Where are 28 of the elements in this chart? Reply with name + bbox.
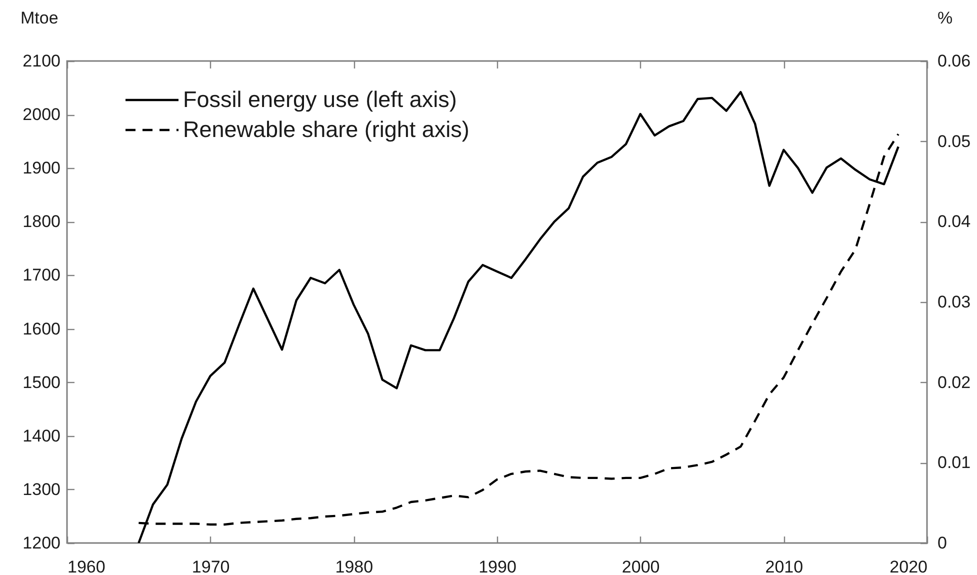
y-tick-label: 1300: [22, 480, 60, 499]
y-tick-label: 1200: [22, 534, 60, 552]
x-tick-label: 1970: [192, 558, 230, 575]
y-tick-label: 1400: [22, 426, 60, 446]
x-tick-label: 2000: [622, 558, 660, 575]
legend-label: Renewable share (right axis): [183, 117, 470, 142]
y-tick-label: 2100: [22, 52, 60, 70]
y2-tick-label: 0: [938, 534, 947, 552]
y-tick-label: 1500: [22, 372, 60, 392]
y-tick-label: 2000: [22, 105, 60, 124]
y-tick-label: 1600: [22, 319, 60, 338]
y-tick-label: 1900: [22, 158, 60, 178]
x-tick-label: 1980: [335, 558, 374, 575]
y-axis-title: Mtoe: [20, 8, 58, 28]
y2-tick-label: 0.04: [938, 212, 971, 232]
y2-tick-label: 0.02: [938, 372, 971, 392]
y2-tick-label: 0.06: [938, 52, 971, 70]
x-tick-label: 1960: [68, 558, 106, 575]
x-tick-label: 2010: [765, 558, 804, 575]
y2-tick-label: 0.03: [938, 292, 971, 312]
y2-axis-title: %: [938, 8, 953, 28]
y2-tick-label: 0.01: [938, 453, 971, 472]
legend-label: Fossil energy use (left axis): [183, 87, 457, 112]
x-tick-label: 1990: [478, 558, 516, 575]
x-tick-label: 2020: [890, 558, 928, 575]
y-tick-label: 1800: [22, 212, 60, 232]
y-tick-label: 1700: [22, 266, 60, 285]
y2-tick-label: 0.05: [938, 132, 971, 151]
